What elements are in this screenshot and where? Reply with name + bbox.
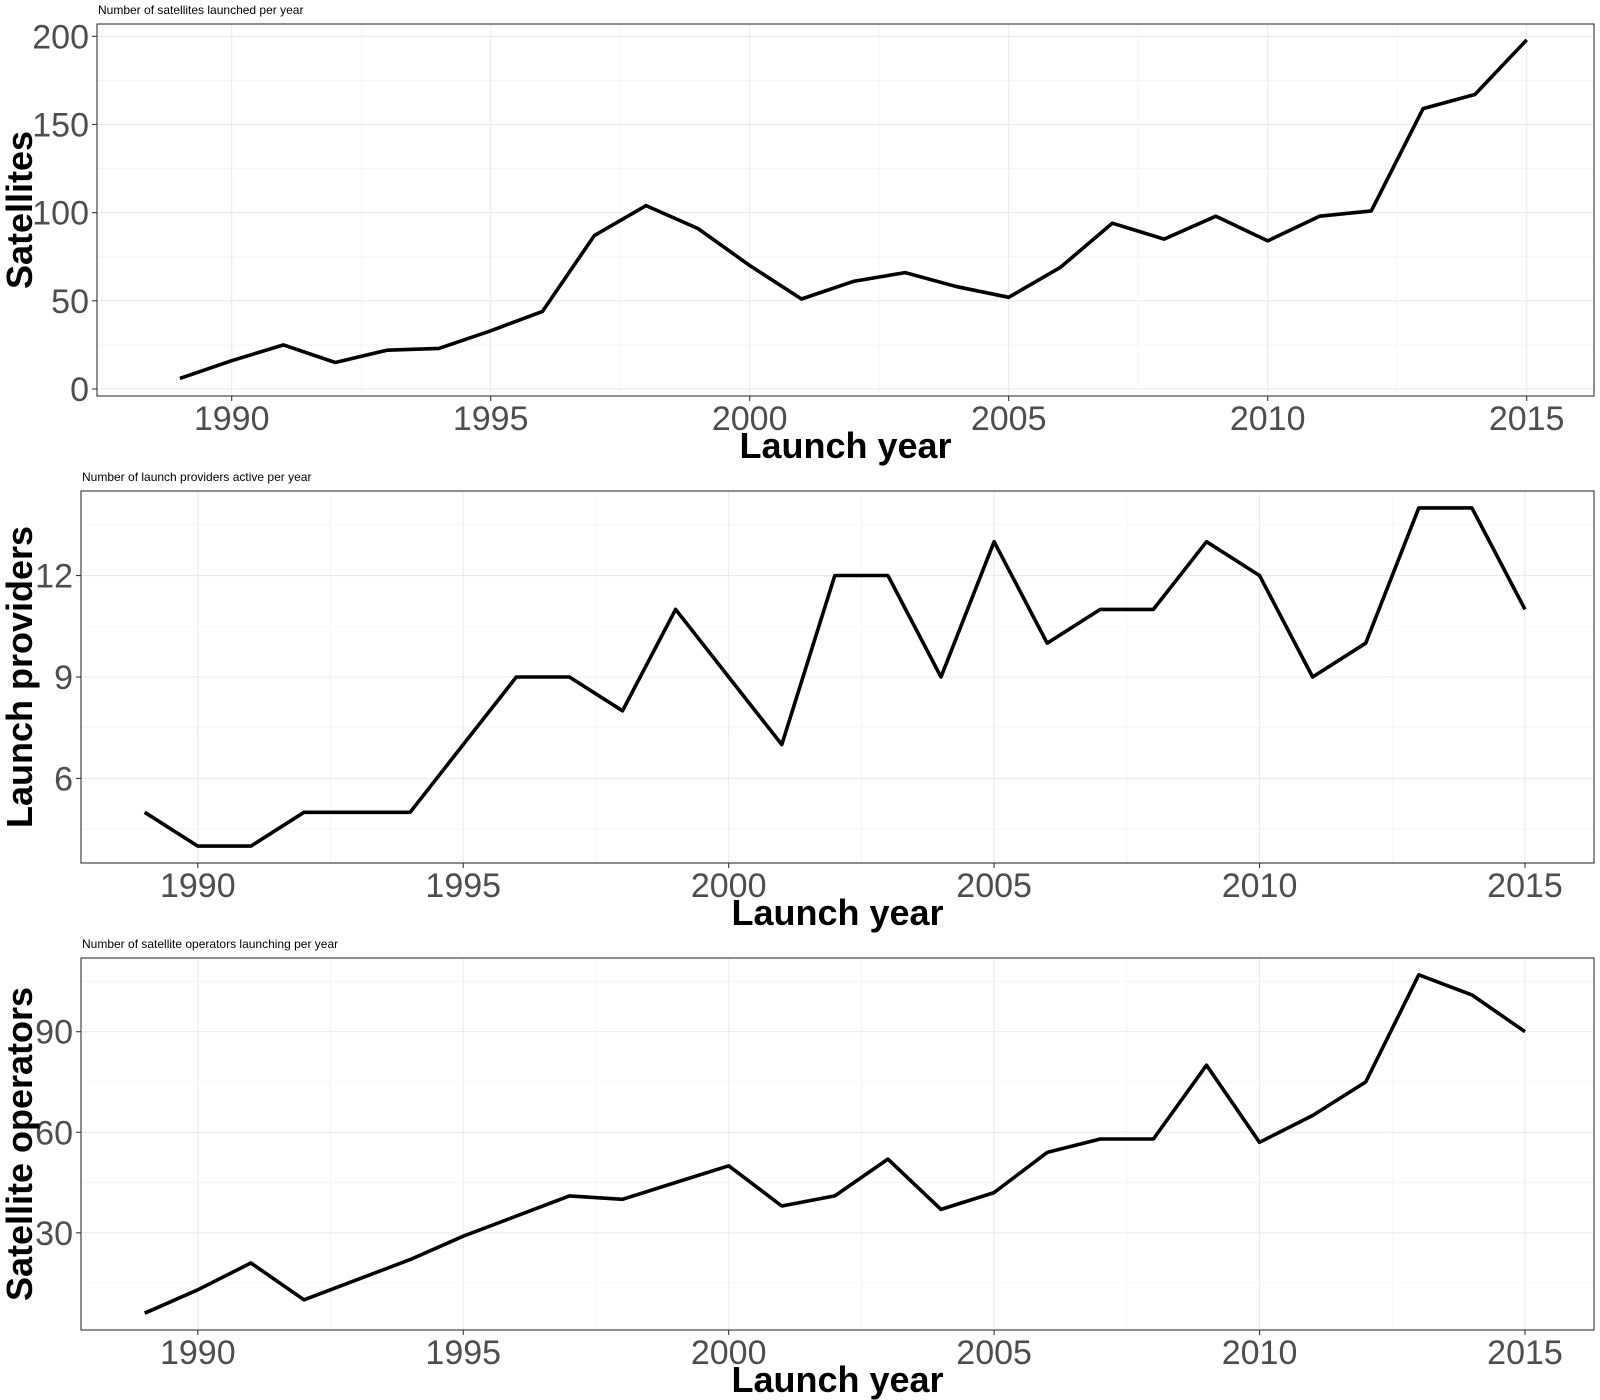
x-tick-label: 2010 — [1222, 867, 1298, 905]
x-tick-label: 2005 — [956, 867, 1032, 905]
y-tick-label: 60 — [35, 1114, 73, 1152]
x-axis-title: Launch year — [731, 1359, 943, 1400]
x-tick-label: 1995 — [425, 867, 501, 905]
x-tick-label: 2015 — [1487, 1334, 1563, 1372]
y-axis-title: Launch providers — [0, 526, 40, 828]
chart-title: Number of satellite operators launching … — [82, 937, 338, 951]
y-axis-title: Satellite operators — [0, 987, 40, 1301]
y-tick-label: 100 — [32, 195, 89, 233]
x-tick-label: 2015 — [1489, 400, 1565, 438]
y-tick-label: 200 — [32, 18, 89, 56]
x-tick-label: 2005 — [971, 400, 1047, 438]
chart-panel-2: Number of launch providers active per ye… — [0, 470, 1595, 933]
x-tick-label: 2000 — [712, 400, 788, 438]
x-tick-label: 2000 — [691, 1334, 767, 1372]
chart-title: Number of launch providers active per ye… — [82, 470, 311, 484]
x-tick-label: 1990 — [194, 400, 270, 438]
chart-panel-3: Number of satellite operators launching … — [0, 937, 1595, 1400]
plot-panel-border — [80, 957, 1595, 1331]
x-tick-label: 1995 — [453, 400, 529, 438]
chart-panel-1: Number of satellites launched per year 19… — [0, 3, 1595, 466]
x-tick-label: 2010 — [1222, 1334, 1298, 1372]
x-tick-label: 2010 — [1230, 400, 1306, 438]
plot-panel-border — [96, 23, 1595, 397]
x-tick-label: 1990 — [160, 867, 236, 905]
series-line-1 — [143, 506, 1527, 848]
y-tick-label: 12 — [35, 558, 73, 596]
x-tick-label: 2000 — [691, 867, 767, 905]
x-tick-label: 2005 — [956, 1334, 1032, 1372]
x-tick-label: 1990 — [160, 1334, 236, 1372]
y-tick-label: 0 — [70, 371, 89, 409]
y-tick-label: 6 — [54, 760, 73, 798]
x-axis-title: Launch year — [731, 892, 943, 933]
y-tick-label: 9 — [54, 659, 73, 697]
series-line-1 — [143, 972, 1527, 1315]
y-axis-title: Satellites — [0, 131, 40, 289]
y-tick-label: 90 — [35, 1014, 73, 1052]
x-tick-label: 2015 — [1487, 867, 1563, 905]
series-line-1 — [179, 38, 1529, 381]
y-tick-label: 150 — [32, 106, 89, 144]
chart-title: Number of satellites launched per year — [98, 3, 303, 17]
x-axis-title: Launch year — [739, 425, 951, 466]
y-tick-label: 30 — [35, 1215, 73, 1253]
x-tick-label: 1995 — [425, 1334, 501, 1372]
y-tick-label: 50 — [51, 283, 89, 321]
